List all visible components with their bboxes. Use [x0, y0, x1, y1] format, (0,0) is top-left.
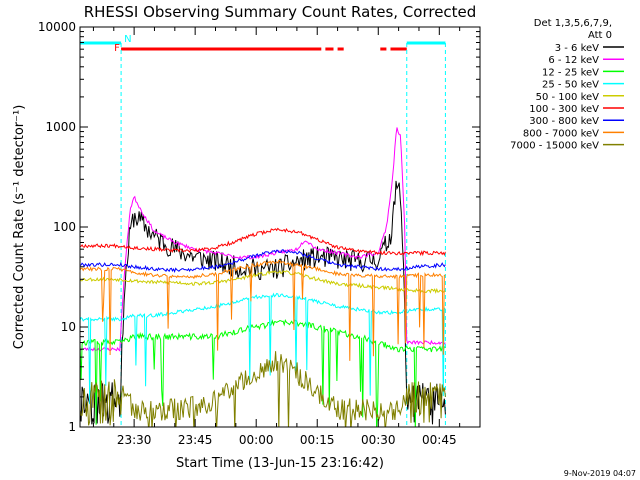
x-tick-label: 00:30: [361, 433, 396, 447]
series-line: [80, 180, 446, 425]
y-tick-label: 10: [61, 320, 76, 334]
legend-header-line-2: Att 0: [588, 30, 612, 41]
series-line: [80, 269, 446, 294]
y-tick-label: 10000: [38, 20, 76, 34]
legend-label: 7000 - 15000 keV: [510, 141, 599, 152]
flag-label: N: [124, 34, 131, 45]
legend-label: 50 - 100 keV: [536, 92, 600, 103]
legend-label: 300 - 800 keV: [529, 116, 599, 127]
legend-label: 12 - 25 keV: [542, 67, 599, 78]
series-line: [80, 318, 446, 427]
legend-label: 3 - 6 keV: [555, 43, 599, 54]
flag-label: F: [114, 43, 120, 54]
series-line: [80, 227, 446, 257]
x-tick-label: 23:30: [117, 433, 152, 447]
series-line: [80, 351, 446, 427]
x-tick-label: 00:15: [300, 433, 335, 447]
legend-label: 25 - 50 keV: [542, 80, 599, 91]
legend-label: 6 - 12 keV: [548, 55, 599, 66]
y-tick-label: 1000: [45, 120, 76, 134]
y-tick-label: 1: [68, 420, 76, 434]
chart-title: RHESSI Observing Summary Count Rates, Co…: [84, 3, 477, 21]
series-line: [80, 249, 446, 273]
x-tick-label: 23:45: [178, 433, 213, 447]
legend-label: 100 - 300 keV: [529, 104, 599, 115]
series-line: [80, 259, 446, 361]
x-tick-label: 00:45: [422, 433, 457, 447]
x-axis-label: Start Time (13-Jun-15 23:16:42): [176, 456, 384, 471]
y-tick-label: 100: [53, 220, 76, 234]
footer-timestamp: 9-Nov-2019 04:07: [564, 469, 636, 478]
legend-header-line-1: Det 1,3,5,6,7,9,: [534, 18, 612, 29]
y-axis-label: Corrected Count Rate (s⁻¹ detector⁻¹): [12, 105, 27, 350]
series-line: [80, 292, 446, 405]
series-line: [80, 127, 446, 352]
x-tick-label: 00:00: [239, 433, 274, 447]
legend-label: 800 - 7000 keV: [523, 128, 599, 139]
